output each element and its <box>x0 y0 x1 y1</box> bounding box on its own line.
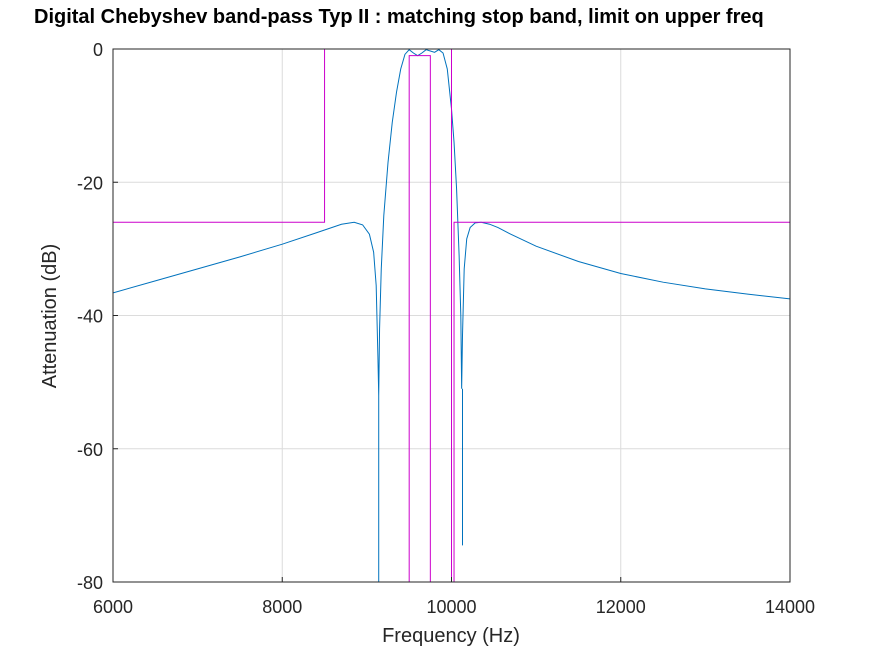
x-ticks: 6000 8000 10000 12000 14000 <box>93 577 815 617</box>
x-tick-label-3: 12000 <box>596 597 646 617</box>
y-tick-label-2: -40 <box>77 307 103 327</box>
passband-min-attenuation-mask-line <box>408 55 431 582</box>
y-tick-label-4: 0 <box>93 40 103 60</box>
x-tick-label-2: 10000 <box>426 597 476 617</box>
y-tick-label-3: -20 <box>77 173 103 193</box>
stopband-passband-mask-line <box>113 49 790 582</box>
filter-response-line <box>113 49 790 396</box>
chart-title: Digital Chebyshev band-pass Typ II : mat… <box>34 6 764 28</box>
x-axis-label: Frequency (Hz) <box>382 625 520 647</box>
x-tick-label-1: 8000 <box>262 597 302 617</box>
y-tick-label-1: -60 <box>77 440 103 460</box>
series-layer <box>113 49 790 582</box>
x-tick-label-0: 6000 <box>93 597 133 617</box>
y-axis-label: Attenuation (dB) <box>39 244 61 389</box>
y-tick-label-0: -80 <box>77 573 103 593</box>
x-tick-label-4: 14000 <box>765 597 815 617</box>
y-ticks: -80 -60 -40 -20 0 <box>77 40 118 593</box>
